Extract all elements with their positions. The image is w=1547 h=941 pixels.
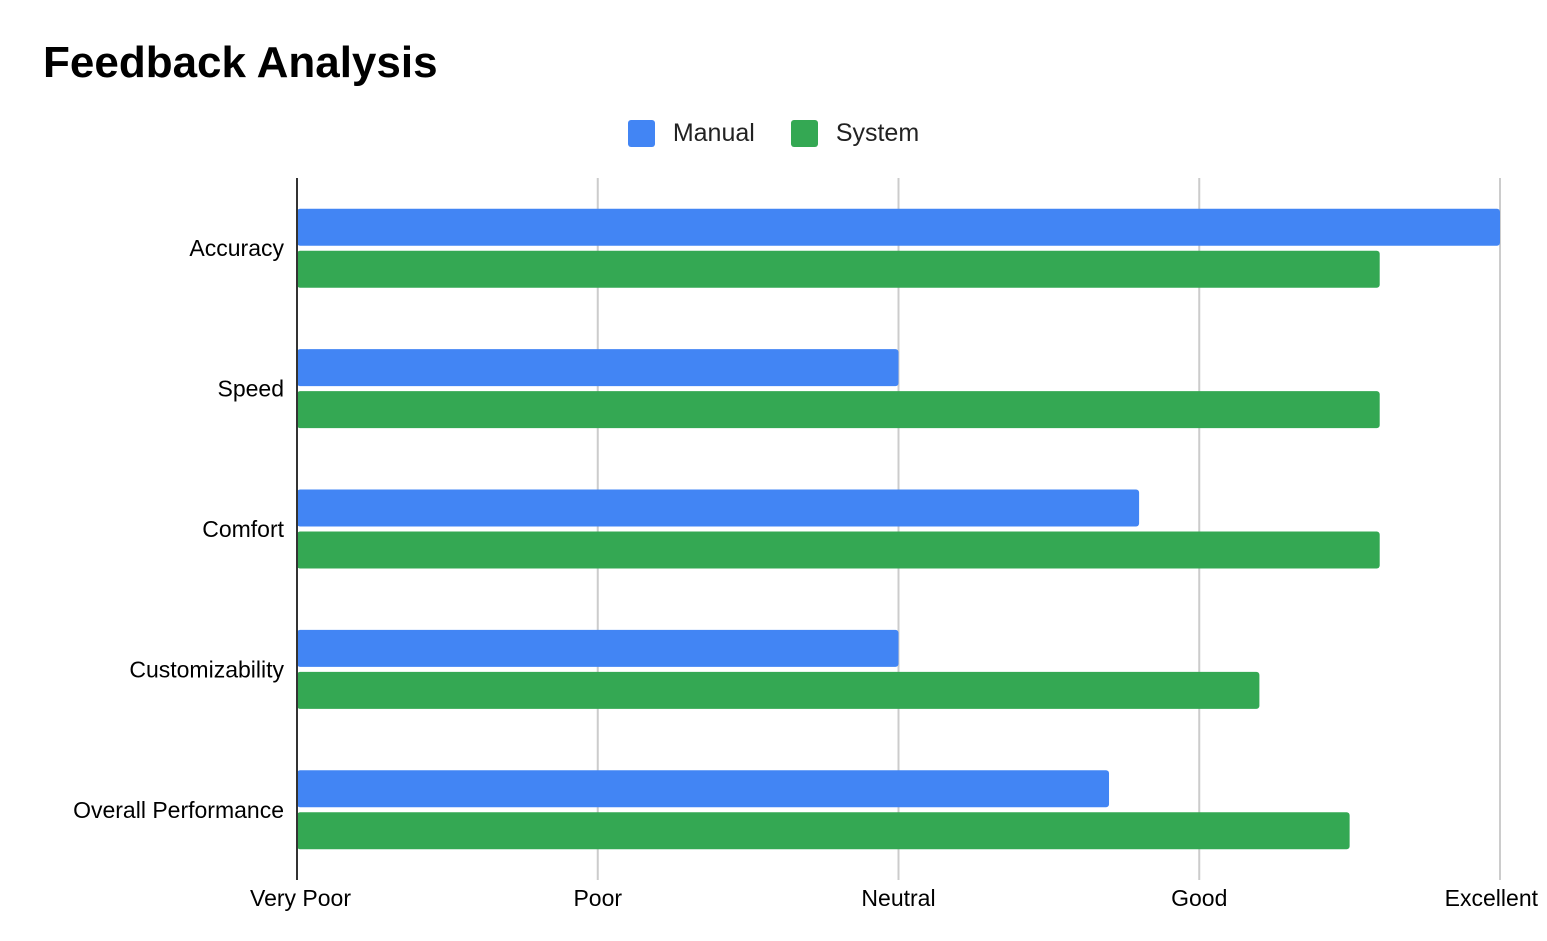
bar-system-1	[297, 391, 1380, 429]
bar-system-4	[297, 812, 1350, 850]
x-tick-label-0: Very Poor	[250, 885, 351, 911]
bar-manual-2	[297, 489, 1140, 527]
category-label-0: Accuracy	[189, 235, 284, 261]
category-label-3: Customizability	[129, 656, 284, 682]
bar-system-0	[297, 250, 1380, 288]
legend: Manual System	[0, 116, 1547, 150]
x-tick-label-1: Poor	[573, 885, 622, 911]
legend-swatch-system	[790, 119, 818, 147]
legend-item-system[interactable]: System	[790, 118, 920, 148]
x-tick-label-2: Neutral	[861, 885, 935, 911]
legend-label-system: System	[835, 118, 920, 147]
bar-manual-4	[297, 770, 1110, 808]
bar-system-3	[297, 671, 1260, 709]
category-label-2: Comfort	[202, 516, 284, 542]
bar-manual-0	[297, 208, 1500, 246]
bar-manual-1	[297, 349, 899, 387]
legend-swatch-manual	[627, 119, 655, 147]
bar-manual-3	[297, 629, 899, 667]
legend-item-manual[interactable]: Manual	[627, 118, 755, 148]
bar-system-2	[297, 531, 1380, 569]
category-label-4: Overall Performance	[73, 797, 284, 823]
category-label-1: Speed	[217, 376, 284, 402]
legend-label-manual: Manual	[672, 118, 755, 147]
chart-title: Feedback Analysis	[43, 38, 438, 87]
x-tick-label-3: Good	[1171, 885, 1227, 911]
x-tick-label-4: Excellent	[1445, 885, 1539, 911]
